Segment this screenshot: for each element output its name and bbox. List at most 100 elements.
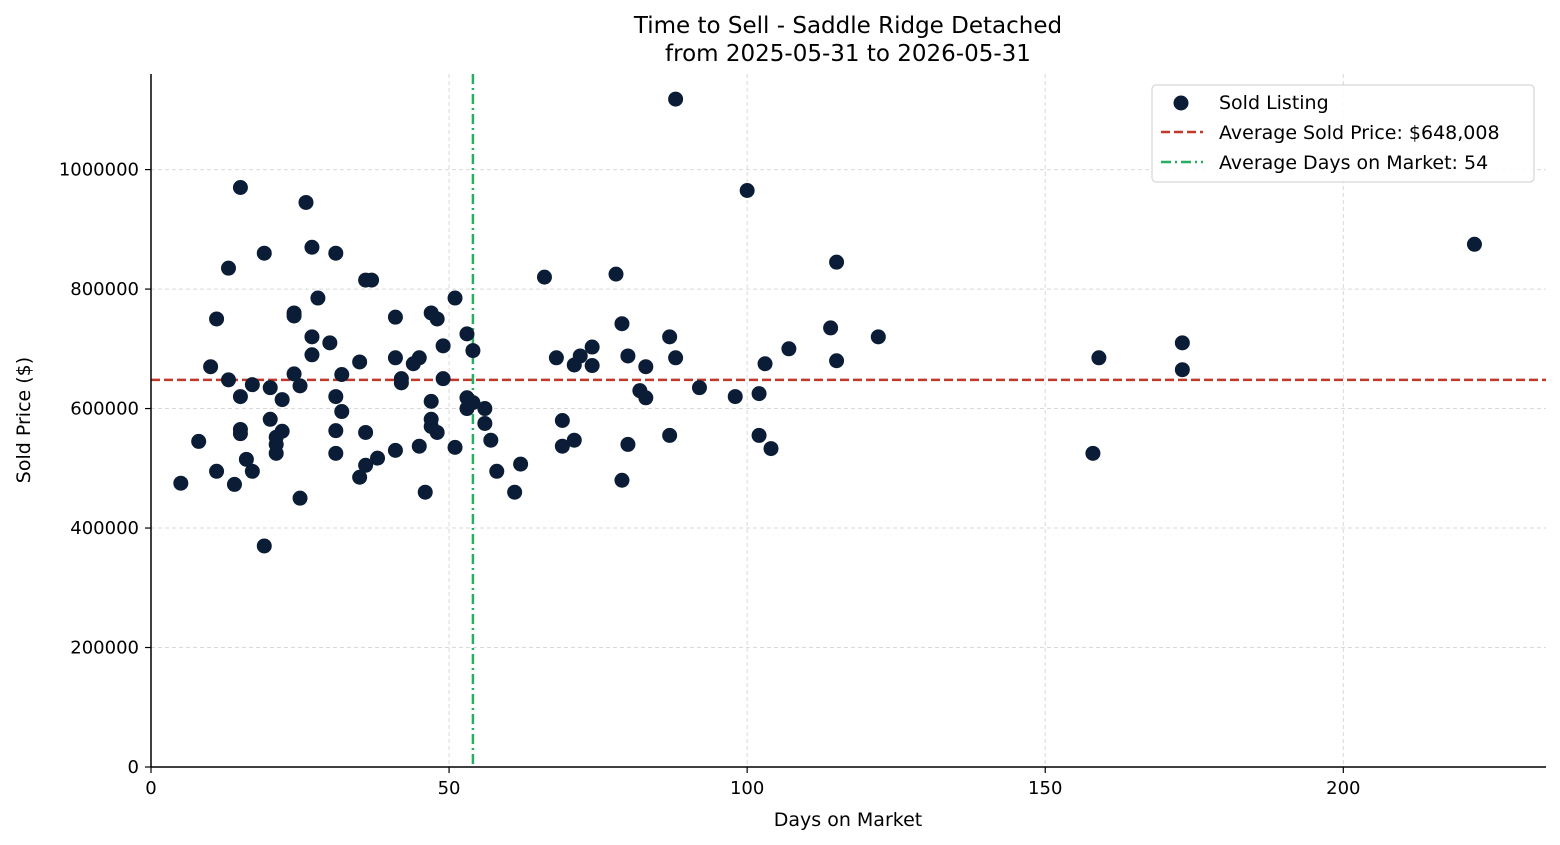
data-point: [304, 347, 320, 363]
data-point: [232, 389, 248, 405]
data-point: [256, 538, 272, 554]
data-point: [548, 350, 564, 366]
data-point: [435, 371, 451, 387]
legend-label-sold-listing: Sold Listing: [1219, 92, 1329, 114]
data-point: [221, 260, 236, 276]
x-tick-label: 200: [1326, 778, 1360, 799]
data-point: [638, 359, 654, 375]
y-tick-label: 600000: [70, 399, 139, 420]
data-point: [232, 426, 248, 442]
data-point: [662, 329, 678, 345]
data-point: [584, 358, 600, 374]
data-point: [209, 463, 225, 479]
data-point: [387, 442, 403, 458]
data-point: [513, 456, 529, 472]
data-point: [751, 386, 767, 402]
legend-box: [1151, 84, 1535, 183]
data-point: [477, 401, 493, 417]
y-tick-label: 400000: [70, 518, 139, 539]
data-points: [173, 91, 1482, 554]
data-point: [554, 413, 570, 428]
legend: Sold Listing Average Sold Price: $648,00…: [1151, 84, 1535, 183]
data-point: [387, 309, 403, 325]
data-point: [489, 463, 505, 479]
data-point: [620, 436, 636, 452]
x-axis-label: Days on Market: [774, 809, 922, 831]
data-point: [465, 343, 481, 359]
data-point: [244, 377, 260, 393]
data-point: [304, 239, 320, 255]
legend-label-average-price: Average Sold Price: $648,008: [1219, 122, 1500, 144]
data-point: [298, 194, 314, 210]
data-point: [620, 348, 636, 364]
data-point: [614, 316, 630, 332]
data-point: [203, 359, 219, 375]
data-point: [411, 350, 427, 366]
y-tick-label: 200000: [70, 638, 139, 659]
data-point: [334, 404, 350, 420]
x-tick-label: 50: [438, 778, 461, 799]
data-point: [763, 441, 779, 457]
chart-subtitle: from 2025-05-31 to 2026-05-31: [665, 41, 1031, 67]
data-point: [268, 445, 284, 461]
data-point: [370, 450, 386, 466]
data-point: [727, 389, 743, 405]
data-point: [358, 424, 374, 440]
y-tick-label: 0: [128, 757, 139, 778]
data-point: [823, 320, 839, 336]
x-tick-label: 150: [1028, 778, 1062, 799]
data-point: [429, 311, 445, 327]
data-point: [387, 350, 403, 366]
data-point: [310, 290, 326, 306]
data-point: [465, 395, 481, 411]
data-point: [572, 348, 588, 364]
data-point: [328, 423, 344, 439]
data-point: [662, 427, 678, 443]
data-point: [274, 423, 290, 439]
data-point: [829, 254, 845, 270]
data-point: [286, 308, 302, 324]
data-point: [459, 326, 475, 342]
data-point: [262, 380, 278, 396]
data-point: [262, 411, 278, 427]
data-point: [292, 490, 308, 506]
data-point: [1091, 350, 1107, 366]
data-point: [668, 350, 684, 366]
data-point: [352, 354, 368, 370]
y-tick-label: 800000: [70, 279, 139, 300]
data-point: [739, 182, 755, 198]
y-tick-label: 1000000: [59, 160, 139, 181]
data-point: [322, 335, 338, 351]
data-point: [173, 475, 189, 491]
data-point: [566, 432, 582, 448]
data-point: [328, 389, 344, 405]
data-point: [209, 311, 225, 327]
data-point: [423, 393, 439, 409]
data-point: [435, 338, 451, 354]
tick-labels: 0 50 100 150 200 0 200000 400000 600000 800000 100…: [59, 160, 1361, 799]
data-point: [584, 339, 600, 355]
axes: [150, 74, 1546, 768]
data-point: [1174, 335, 1190, 351]
data-point: [447, 290, 463, 306]
data-point: [226, 476, 242, 492]
data-point: [638, 390, 654, 406]
x-tick-label: 100: [730, 778, 764, 799]
data-point: [429, 424, 445, 440]
data-point: [328, 445, 344, 461]
data-point: [483, 432, 499, 448]
data-point: [244, 463, 260, 479]
data-point: [1466, 236, 1482, 252]
data-point: [1085, 445, 1101, 461]
legend-label-average-days: Average Days on Market: 54: [1219, 152, 1488, 174]
data-point: [358, 457, 374, 473]
data-point: [292, 378, 308, 394]
data-point: [1174, 362, 1190, 378]
data-point: [477, 415, 493, 431]
data-point: [334, 366, 350, 382]
x-tick-label: 0: [145, 778, 156, 799]
data-point: [668, 91, 684, 107]
data-point: [781, 341, 797, 357]
chart-title: Time to Sell - Saddle Ridge Detached: [633, 13, 1062, 39]
